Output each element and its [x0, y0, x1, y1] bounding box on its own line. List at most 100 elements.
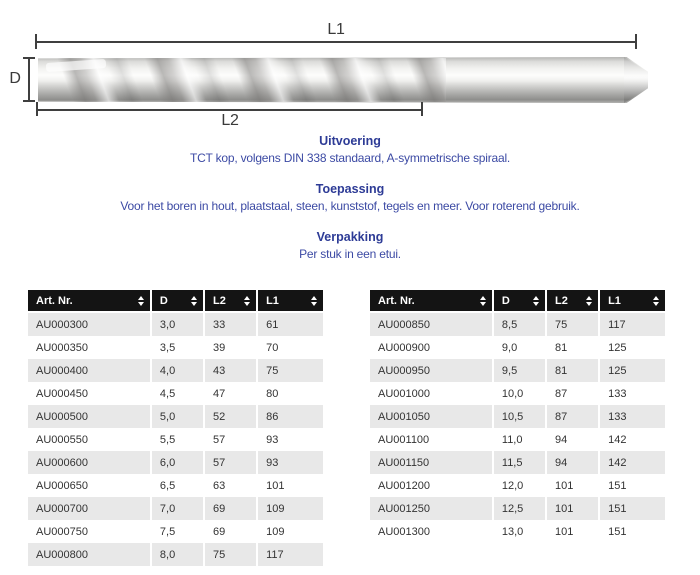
cell-value: 81: [547, 336, 601, 359]
cell-value: 39: [205, 336, 259, 359]
cell-art-nr: AU000500: [28, 405, 152, 428]
table-row: AU000550 5,5 57 93: [28, 428, 323, 451]
cell-art-nr: AU000300: [28, 313, 152, 336]
cell-art-nr: AU000650: [28, 474, 152, 497]
cell-value: 87: [547, 382, 601, 405]
section-heading: Toepassing: [315, 182, 385, 196]
cell-value: 4,5: [152, 382, 205, 405]
dim-tick: [35, 34, 37, 49]
table-row: AU000850 8,5 75 117: [370, 313, 665, 336]
cell-art-nr: AU001200: [370, 474, 494, 497]
cell-value: 94: [547, 451, 601, 474]
table-row: AU000950 9,5 81 125: [370, 359, 665, 382]
cell-art-nr: AU001300: [370, 520, 494, 543]
column-header-l1[interactable]: L1: [258, 290, 323, 311]
dim-tick: [635, 34, 637, 49]
drill-flutes: [56, 58, 446, 102]
cell-value: 57: [205, 428, 259, 451]
cell-value: 125: [608, 364, 627, 377]
table-row: AU000350 3,5 39 70: [28, 336, 323, 359]
table-row: AU001000 10,0 87 133: [370, 382, 665, 405]
cell-value: 101: [547, 497, 601, 520]
cell-value: 5,0: [152, 405, 205, 428]
dim-tick: [36, 102, 38, 116]
cell-value: 10,0: [494, 382, 547, 405]
sort-icon: [586, 295, 593, 306]
table-row: AU001150 11,5 94 142: [370, 451, 665, 474]
table-row: AU000700 7,0 69 109: [28, 497, 323, 520]
cell-value: 10,5: [494, 405, 547, 428]
cell-art-nr: AU000800: [28, 543, 152, 566]
table-row: AU001200 12,0 101 151: [370, 474, 665, 497]
section-heading: Uitvoering: [319, 134, 381, 148]
cell-value: 87: [547, 405, 601, 428]
dim-line-l1: [36, 41, 637, 43]
cell-art-nr: AU000600: [28, 451, 152, 474]
table-row: AU001100 11,0 94 142: [370, 428, 665, 451]
cell-value: 101: [266, 479, 285, 492]
section-body: Voor het boren in hout, plaatstaal, stee…: [120, 199, 580, 213]
section-body: TCT kop, volgens DIN 338 standaard, A-sy…: [189, 151, 511, 165]
cell-value: 151: [608, 525, 627, 538]
cell-value: 109: [266, 525, 285, 538]
cell-value: 8,0: [152, 543, 205, 566]
drill-bit-image: [38, 57, 648, 103]
cell-value: 4,0: [152, 359, 205, 382]
cell-art-nr: AU001150: [370, 451, 494, 474]
dim-line-l2: [37, 109, 423, 111]
column-header-l1[interactable]: L1: [600, 290, 665, 311]
cell-art-nr: AU001100: [370, 428, 494, 451]
column-header-label: D: [159, 294, 168, 307]
cell-value: 3,0: [152, 313, 205, 336]
table-row: AU000900 9,0 81 125: [370, 336, 665, 359]
column-header-l2[interactable]: L2: [204, 290, 259, 311]
dim-tick: [23, 57, 35, 59]
cell-value: 3,5: [152, 336, 205, 359]
cell-value: 61: [266, 318, 279, 331]
cell-value: 12,0: [494, 474, 547, 497]
cell-value: 5,5: [152, 428, 205, 451]
cell-value: 75: [266, 364, 279, 377]
cell-art-nr: AU000550: [28, 428, 152, 451]
column-header-art-nr[interactable]: Art. Nr.: [28, 290, 152, 311]
cell-value: 80: [266, 387, 279, 400]
cell-value: 117: [266, 548, 284, 561]
cell-value: 11,5: [494, 451, 547, 474]
sort-icon: [652, 295, 659, 306]
cell-value: 101: [547, 474, 601, 497]
cell-value: 151: [608, 502, 627, 515]
cell-value: 11,0: [494, 428, 547, 451]
description-sections: Uitvoering TCT kop, volgens DIN 338 stan…: [0, 134, 700, 278]
cell-value: 52: [205, 405, 259, 428]
column-header-label: D: [501, 294, 510, 307]
column-header-d[interactable]: D: [151, 290, 205, 311]
column-header-d[interactable]: D: [493, 290, 547, 311]
cell-value: 63: [205, 474, 259, 497]
column-header-art-nr[interactable]: Art. Nr.: [370, 290, 494, 311]
table-row: AU001250 12,5 101 151: [370, 497, 665, 520]
sort-icon: [310, 295, 317, 306]
dim-label-l1: L1: [327, 21, 345, 38]
cell-art-nr: AU000900: [370, 336, 494, 359]
column-header-label: L1: [266, 294, 279, 307]
section-body: Per stuk in een etui.: [299, 247, 401, 261]
table-row: AU000300 3,0 33 61: [28, 313, 323, 336]
column-header-l2[interactable]: L2: [546, 290, 601, 311]
cell-value: 69: [205, 520, 259, 543]
cell-art-nr: AU000350: [28, 336, 152, 359]
table-row: AU000450 4,5 47 80: [28, 382, 323, 405]
cell-art-nr: AU000450: [28, 382, 152, 405]
section-toepassing: Toepassing Voor het boren in hout, plaat…: [0, 182, 700, 214]
cell-value: 69: [205, 497, 259, 520]
cell-art-nr: AU001250: [370, 497, 494, 520]
cell-value: 47: [205, 382, 259, 405]
cell-value: 9,0: [494, 336, 547, 359]
cell-value: 7,5: [152, 520, 205, 543]
cell-value: 101: [547, 520, 601, 543]
spec-table-left: Art. Nr. D L2 L1 AU000300 3,0 33 61 AU000350 3,5 3…: [28, 290, 323, 566]
section-verpakking: Verpakking Per stuk in een etui.: [0, 230, 700, 262]
table-row: AU000600 6,0 57 93: [28, 451, 323, 474]
table-header-row: Art. Nr. D L2 L1: [28, 290, 323, 313]
cell-art-nr: AU000950: [370, 359, 494, 382]
